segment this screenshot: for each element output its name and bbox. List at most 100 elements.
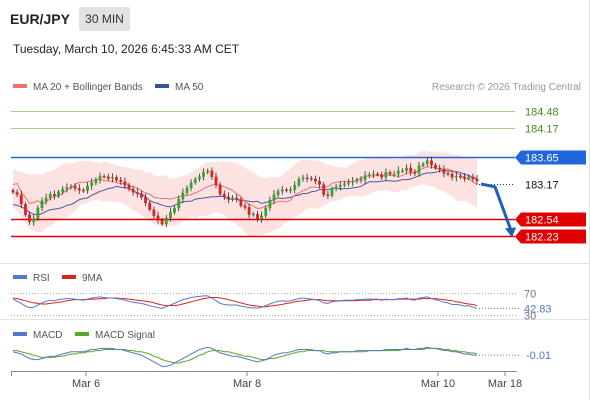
- candle-body: [467, 176, 471, 179]
- watermark: Research © 2026 Trading Central: [432, 82, 581, 93]
- candle-body: [202, 172, 205, 177]
- legend-rsi-ma-label: 9MA: [82, 273, 103, 284]
- candle-body: [475, 178, 479, 182]
- candle-body: [301, 177, 305, 180]
- candle-body: [297, 178, 301, 186]
- candle-body: [144, 197, 147, 204]
- macd-line: [12, 346, 477, 367]
- legend-rsi-swatch: [13, 275, 27, 279]
- rsi-level-70-label: 70: [524, 289, 536, 301]
- candle-body: [98, 176, 102, 181]
- candle-body: [376, 173, 379, 176]
- x-tick-label: Mar 8: [233, 378, 261, 390]
- candle-body: [280, 189, 284, 192]
- candle-body: [140, 193, 143, 198]
- candle-body: [314, 178, 317, 182]
- legend-ma50-swatch: [155, 84, 169, 88]
- level-182-23-tag: [515, 229, 586, 244]
- candle-body: [169, 212, 172, 219]
- candle-body: [446, 173, 450, 175]
- legend-ma20-swatch: [13, 84, 27, 88]
- candle-body: [434, 164, 437, 169]
- candle-body: [330, 188, 334, 196]
- candle-body: [289, 189, 292, 191]
- candle-body: [185, 187, 189, 194]
- candle-body: [82, 190, 85, 192]
- candle-body: [384, 172, 388, 178]
- legend-ma50-label: MA 50: [175, 82, 204, 93]
- legend-macd-signal-swatch: [75, 332, 89, 336]
- forecast-arrow-head: [505, 227, 516, 238]
- macd-signal-line: [13, 347, 478, 364]
- candle-body: [156, 215, 160, 221]
- candle-body: [305, 177, 309, 180]
- candle-body: [61, 188, 65, 192]
- candle-body: [214, 176, 218, 185]
- candle-body: [198, 176, 201, 180]
- forecast-arrow-shaft: [480, 182, 513, 231]
- x-axis-ticks: Mar 6 Mar 8 Mar 10 Mar 18: [11, 371, 522, 390]
- candle-body: [218, 184, 222, 195]
- candle-body: [189, 182, 193, 189]
- legend-macd-label: MACD: [33, 330, 62, 341]
- candle-body: [119, 179, 123, 182]
- candle-body: [405, 167, 408, 171]
- candle-body: [111, 177, 114, 179]
- candle-body: [355, 179, 359, 182]
- candle-body: [65, 187, 69, 190]
- candle-body: [347, 182, 350, 184]
- candle-body: [438, 167, 442, 170]
- candle-body: [24, 203, 27, 215]
- legend-rsi-label: RSI: [33, 273, 50, 284]
- candle-body: [463, 176, 466, 179]
- candle-body: [94, 179, 98, 184]
- candle-body: [11, 190, 15, 193]
- candle-body: [421, 163, 425, 166]
- candle-body: [32, 218, 36, 223]
- candle-body: [135, 192, 139, 194]
- candle-body: [243, 205, 247, 208]
- candle-body: [48, 193, 52, 199]
- candle-body: [247, 207, 251, 215]
- candle-body: [260, 215, 263, 220]
- legend-ma20-label: MA 20 + Bollinger Bands: [33, 82, 143, 93]
- level-labels: 184.48 184.17 183.65 183.17 182.54 182.23: [515, 107, 586, 244]
- candle-body: [309, 178, 313, 180]
- candle-body: [69, 186, 73, 188]
- candle-body: [222, 193, 226, 198]
- rsi-line: [12, 295, 478, 309]
- candle-body: [235, 197, 239, 200]
- candle-body: [334, 186, 338, 189]
- legend-rsi-ma-swatch: [62, 275, 76, 279]
- candle-body: [36, 207, 40, 219]
- candle-body: [152, 209, 156, 216]
- candle-body: [264, 207, 268, 216]
- candle-body: [210, 170, 214, 177]
- candle-body: [177, 198, 181, 209]
- ma20-line: [12, 166, 478, 210]
- forecast-arrow: [480, 182, 516, 238]
- candle-body: [127, 184, 131, 190]
- candle-body: [409, 167, 413, 172]
- candle-body: [392, 173, 396, 176]
- candle-body: [343, 183, 346, 186]
- level-182-54-label: 182.54: [525, 215, 559, 227]
- level-183-17-label: 183.17: [525, 180, 559, 192]
- level-183-65-label: 183.65: [525, 153, 559, 165]
- candle-body: [256, 213, 259, 220]
- candle-body: [459, 176, 462, 178]
- candle-body: [131, 188, 135, 193]
- candle-body: [44, 197, 48, 201]
- timeframe-button[interactable]: 30 MIN: [79, 7, 130, 31]
- level-183-65-tag: [515, 150, 586, 165]
- candle-body: [367, 174, 371, 176]
- candle-body: [28, 214, 31, 223]
- candle-body: [231, 197, 234, 200]
- candle-body: [401, 170, 404, 172]
- rsi-levels: 70 30: [11, 289, 536, 322]
- x-tick-label: Mar 6: [72, 378, 100, 390]
- level-184-48-label: 184.48: [525, 107, 559, 119]
- candle-body: [90, 182, 94, 186]
- x-tick-label: Mar 10: [421, 378, 455, 390]
- candle-body: [40, 200, 44, 209]
